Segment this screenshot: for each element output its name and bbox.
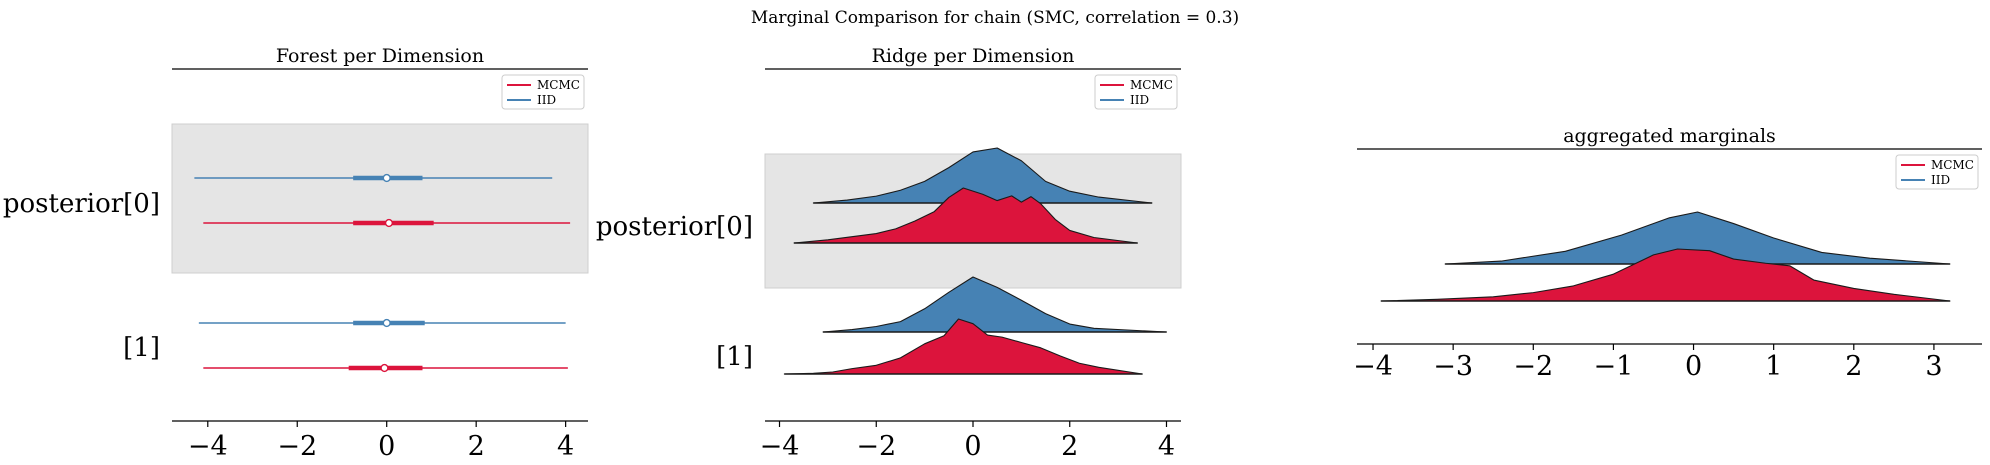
forest-mcmc-row1 (203, 363, 568, 373)
x-tick-label: 2 (1845, 351, 1862, 382)
x-tick-label: 3 (1925, 351, 1942, 382)
row-label: [1] (123, 333, 160, 363)
x-tick-label: 2 (468, 431, 485, 462)
figure-suptitle: Marginal Comparison for chain (SMC, corr… (751, 8, 1239, 28)
shaded-band (171, 123, 589, 274)
x-tick-label: 0 (1685, 351, 1702, 382)
row-label: posterior[0] (596, 212, 753, 242)
x-tick-label: −1 (1594, 351, 1634, 382)
forest-iid-row0 (194, 173, 553, 183)
x-tick-label: −2 (856, 431, 896, 462)
panel-title: Forest per Dimension (276, 45, 484, 67)
x-tick-label: −4 (188, 431, 228, 462)
x-tick-label: −4 (1353, 351, 1393, 382)
x-tick-label: 4 (1158, 431, 1175, 462)
ridge-mcmc-row1 (783, 318, 1143, 375)
median-point (382, 173, 391, 183)
forest-iid-row1 (198, 318, 566, 328)
x-tick-label: −3 (1433, 351, 1473, 382)
ridge-iid-row1 (822, 276, 1168, 333)
x-tick-label: −2 (1513, 351, 1553, 382)
ridge-iid (1444, 211, 1951, 265)
median-point (382, 318, 391, 328)
x-tick-label: 4 (557, 431, 574, 462)
median-point (380, 363, 389, 373)
median-point (384, 218, 394, 228)
x-tick-label: −2 (277, 431, 317, 462)
panel-title: aggregated marginals (1563, 125, 1776, 147)
legend-label-mcmc: MCMC (1130, 78, 1173, 92)
row-label: posterior[0] (3, 189, 160, 219)
legend-label-iid: IID (1130, 93, 1149, 107)
ridge-mcmc (1380, 248, 1951, 302)
x-tick-label: 0 (964, 431, 981, 462)
x-tick-label: 0 (378, 431, 395, 462)
ridge-mcmc-row0 (793, 187, 1139, 244)
x-tick-label: −4 (760, 431, 800, 462)
ridge-iid-row0 (812, 147, 1153, 204)
row-label: [1] (716, 342, 753, 372)
legend-label-iid: IID (537, 93, 556, 107)
panel-title: Ridge per Dimension (872, 45, 1075, 67)
x-tick-label: 2 (1061, 431, 1078, 462)
forest-mcmc-row0 (203, 218, 571, 228)
x-tick-label: 1 (1765, 351, 1782, 382)
legend-label-iid: IID (1931, 173, 1950, 187)
legend-label-mcmc: MCMC (1931, 158, 1974, 172)
legend-label-mcmc: MCMC (537, 78, 580, 92)
